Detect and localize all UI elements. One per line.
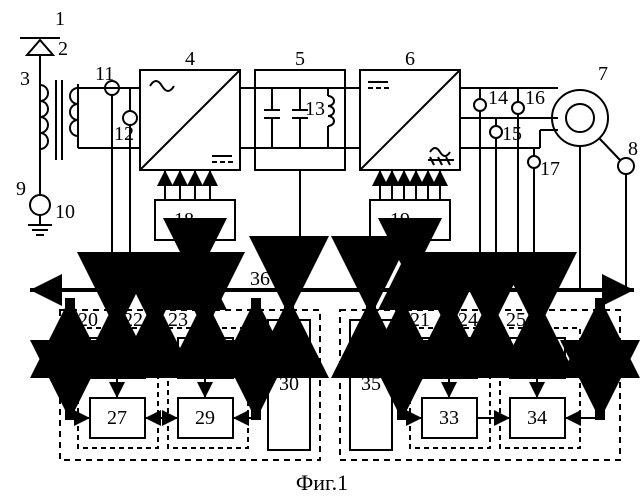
label-26: 26 <box>107 347 127 369</box>
label-7: 7 <box>598 63 608 85</box>
label-15: 15 <box>502 123 522 145</box>
label-13: 13 <box>305 98 325 120</box>
label-36: 36 <box>250 268 270 290</box>
label-8: 8 <box>628 138 638 160</box>
label-23: 23 <box>168 309 188 331</box>
label-34: 34 <box>527 407 547 429</box>
label-11: 11 <box>95 63 114 85</box>
label-35: 35 <box>361 373 381 395</box>
label-1: 1 <box>55 8 65 30</box>
label-2: 2 <box>58 38 68 60</box>
label-16: 16 <box>525 87 545 109</box>
label-6: 6 <box>405 48 415 70</box>
label-18: 18 <box>174 209 194 231</box>
label-21: 21 <box>410 309 430 331</box>
label-29: 29 <box>195 407 215 429</box>
label-12: 12 <box>114 123 134 145</box>
label-30: 30 <box>279 373 299 395</box>
label-20: 20 <box>78 309 98 331</box>
label-22: 22 <box>123 309 143 331</box>
label-24: 24 <box>458 309 478 331</box>
schematic-svg: 1 2 3 11 12 4 5 13 6 14 15 16 17 7 8 9 1… <box>0 0 644 500</box>
label-19: 19 <box>390 209 410 231</box>
label-5: 5 <box>295 48 305 70</box>
label-10: 10 <box>55 201 75 223</box>
label-3: 3 <box>20 68 30 90</box>
label-32: 32 <box>527 347 547 369</box>
label-28: 28 <box>195 347 215 369</box>
label-9: 9 <box>16 178 26 200</box>
figure-caption: Фиг.1 <box>296 470 348 495</box>
label-4: 4 <box>185 48 195 70</box>
label-25: 25 <box>506 309 526 331</box>
label-17: 17 <box>540 158 560 180</box>
label-31: 31 <box>439 347 459 369</box>
label-14: 14 <box>488 87 508 109</box>
label-33: 33 <box>439 407 459 429</box>
label-27: 27 <box>107 407 127 429</box>
